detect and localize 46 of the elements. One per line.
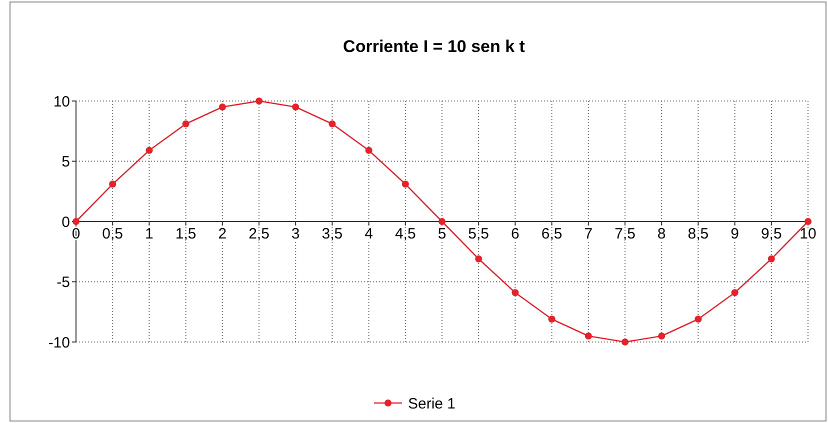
x-tick-label: 7	[584, 226, 593, 242]
x-tick-label: 4,5	[394, 226, 416, 242]
x-tick-label: 0,5	[102, 226, 124, 242]
point	[584, 332, 592, 340]
point	[256, 98, 262, 104]
point	[146, 146, 153, 154]
x-tick-label: 2	[218, 226, 227, 242]
legend-label: Serie 1	[408, 395, 456, 412]
point	[109, 180, 116, 188]
x-tick-label: 5,5	[468, 226, 490, 242]
x-tick-label: 8,5	[688, 226, 709, 242]
point	[768, 255, 775, 262]
x-tick-label: 6,5	[541, 226, 562, 242]
point	[622, 338, 628, 346]
point	[365, 146, 372, 154]
point	[731, 289, 738, 296]
x-tick-label: 10	[800, 226, 816, 242]
x-tick-label: 8	[657, 226, 666, 242]
point	[218, 104, 226, 111]
x-tick-label: 5	[438, 226, 446, 242]
point	[182, 120, 190, 128]
point	[328, 120, 336, 128]
y-tick-label: 0	[62, 214, 70, 231]
point	[694, 316, 702, 323]
point	[512, 289, 519, 296]
x-tick-label: 9,5	[760, 226, 782, 242]
x-tick-label: 3	[291, 226, 300, 242]
x-tick-label: 6	[511, 226, 520, 242]
y-tick-label: 5	[62, 154, 70, 170]
x-tick-label: 9	[730, 226, 739, 242]
x-tick-label: 1	[145, 226, 154, 242]
point	[438, 218, 446, 225]
chart-title: Corriente I = 10 sen k t	[343, 37, 526, 56]
y-tick-label: -5	[56, 274, 70, 291]
point	[402, 180, 409, 188]
point	[658, 332, 666, 340]
x-tick-label: 4	[364, 226, 373, 242]
point	[475, 255, 482, 262]
x-tick-label: 3,5	[322, 226, 343, 242]
y-tick-label: 10	[53, 93, 70, 110]
x-tick-label: 7,5	[614, 226, 636, 242]
x-tick-label: 2,5	[248, 226, 270, 242]
x-tick-label: 1,5	[175, 226, 196, 242]
point	[548, 316, 556, 323]
y-tick-label: -10	[48, 334, 70, 352]
point	[292, 104, 300, 111]
